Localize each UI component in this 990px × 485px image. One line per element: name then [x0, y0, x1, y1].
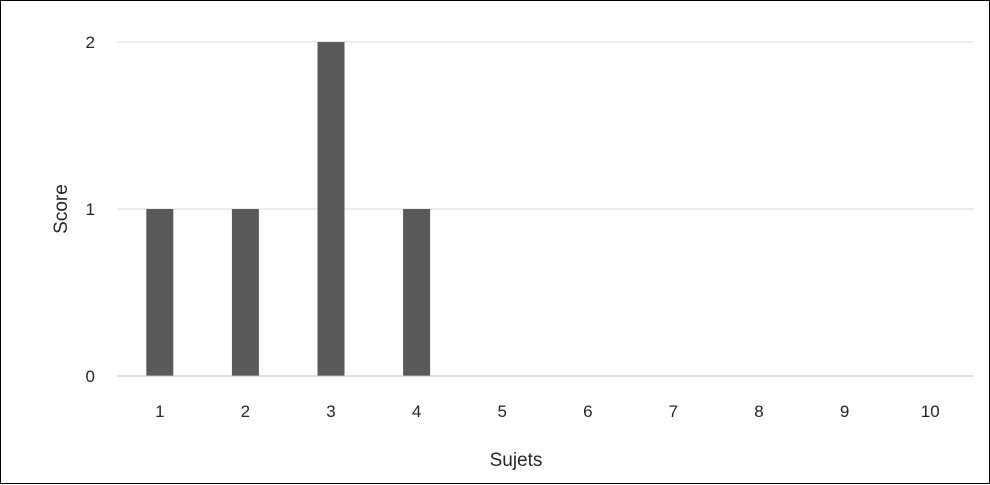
bars — [146, 42, 431, 376]
x-tick-label: 5 — [497, 402, 506, 421]
x-tick-label: 6 — [583, 402, 592, 421]
x-axis-title: Sujets — [490, 450, 543, 471]
bar — [317, 42, 345, 376]
x-tick-label: 4 — [412, 402, 421, 421]
x-axis-ticks: 1 2 3 4 5 6 7 8 9 10 — [155, 402, 940, 421]
x-tick-label: 1 — [155, 402, 164, 421]
gridlines — [117, 41, 973, 210]
y-tick-label: 2 — [86, 33, 95, 52]
y-axis-ticks: 0 1 2 — [86, 33, 95, 386]
x-tick-label: 3 — [326, 402, 335, 421]
x-tick-label: 9 — [840, 402, 849, 421]
bar — [146, 209, 174, 376]
x-tick-label: 10 — [921, 402, 940, 421]
bar — [231, 209, 259, 376]
y-axis-title: Score — [51, 184, 72, 234]
bar — [403, 209, 431, 376]
x-tick-label: 7 — [669, 402, 678, 421]
x-tick-label: 2 — [241, 402, 250, 421]
x-tick-label: 8 — [754, 402, 763, 421]
y-tick-label: 1 — [86, 200, 95, 219]
y-tick-label: 0 — [86, 367, 95, 386]
